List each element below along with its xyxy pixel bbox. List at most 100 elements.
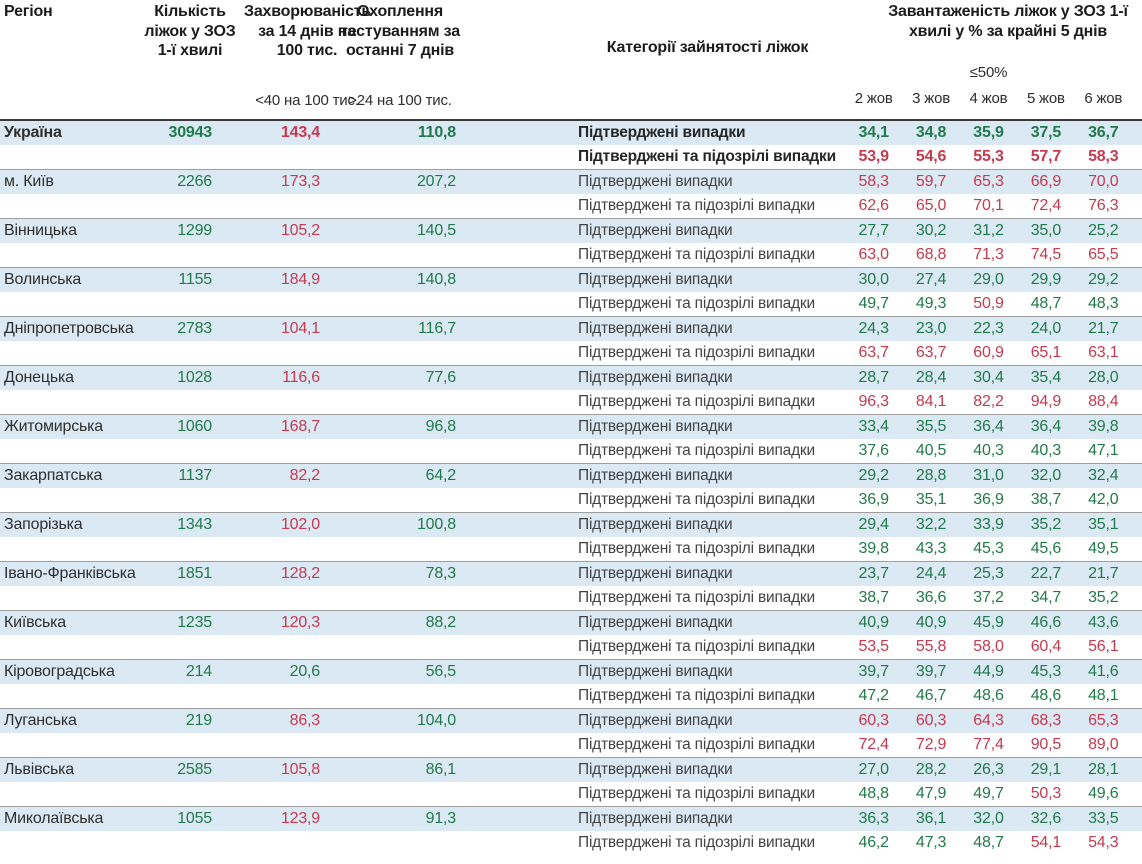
table-row-confirmed: Кіровоградська 214 20,6 56,5 Підтверджені ви… <box>0 660 1142 684</box>
occupancy-value: 89,0 <box>1088 736 1119 753</box>
beds-value: 1155 <box>178 271 212 288</box>
occupancy-value: 34,8 <box>915 124 947 141</box>
testing-value: 88,2 <box>425 614 457 631</box>
occupancy-value: 72,4 <box>1030 197 1062 214</box>
region-block: м. Київ 2266 173,3 207,2 Підтверджені випадк… <box>0 169 1142 218</box>
testing-value: 116,7 <box>418 320 456 337</box>
occupancy-value: 46,2 <box>858 834 890 851</box>
occupancy-value: 64,3 <box>973 712 1004 729</box>
occupancy-value: 60,4 <box>1030 638 1062 655</box>
occupancy-value: 40,5 <box>915 442 947 459</box>
occupancy-value: 70,0 <box>1088 173 1119 190</box>
beds-value: 30943 <box>168 124 213 141</box>
category-label: Підтверджені та підозрілі випадки <box>578 491 815 508</box>
occupancy-value: 44,9 <box>973 663 1004 680</box>
occupancy-value: 68,3 <box>1030 712 1062 729</box>
occupancy-value: 29,1 <box>1030 761 1062 778</box>
occupancy-value: 88,4 <box>1088 393 1119 410</box>
col-header-beds: Кількість ліжок у ЗОЗ 1-ї хвилі <box>144 3 236 60</box>
table-row-confirmed-suspected: Підтверджені та підозрілі випадки 53,9 54,… <box>0 145 1142 169</box>
testing-value: 100,8 <box>416 516 456 533</box>
occupancy-value: 30,4 <box>973 369 1004 386</box>
occupancy-value: 28,0 <box>1088 369 1119 386</box>
testing-value: 77,6 <box>425 369 457 386</box>
occupancy-value: 58,3 <box>1088 148 1119 165</box>
occupancy-value: 40,3 <box>1030 442 1062 459</box>
occupancy-value: 32,4 <box>1088 467 1119 484</box>
occupancy-value: 36,9 <box>973 491 1004 508</box>
region-name: м. Київ <box>4 173 54 190</box>
occupancy-value: 56,1 <box>1088 638 1119 655</box>
table-row-confirmed: Донецька 1028 116,6 77,6 Підтверджені випадк… <box>0 366 1142 390</box>
testing-value: 110,8 <box>417 124 456 141</box>
occupancy-value: 35,5 <box>915 418 947 435</box>
occupancy-value: 62,6 <box>858 197 890 214</box>
occupancy-value: 58,3 <box>858 173 890 190</box>
table-row-confirmed-suspected: Підтверджені та підозрілі випадки 48,8 47,… <box>0 782 1142 806</box>
region-block: Волинська 1155 184,9 140,8 Підтверджені випа… <box>0 267 1142 316</box>
morbidity-threshold-label: <40 на 100 тис. <box>255 92 359 109</box>
occupancy-value: 25,2 <box>1088 222 1119 239</box>
morbidity-value: 82,2 <box>289 467 321 484</box>
morbidity-value: 120,3 <box>280 614 320 631</box>
occupancy-value: 65,1 <box>1030 344 1062 361</box>
category-label: Підтверджені випадки <box>578 565 733 582</box>
occupancy-value: 22,7 <box>1030 565 1062 582</box>
beds-value: 219 <box>185 712 212 729</box>
occupancy-value: 29,9 <box>1030 271 1062 288</box>
occupancy-value: 43,6 <box>1088 614 1119 631</box>
occupancy-value: 21,7 <box>1088 565 1119 582</box>
occupancy-value: 37,6 <box>858 442 890 459</box>
occupancy-value: 42,0 <box>1088 491 1119 508</box>
region-name: Кіровоградська <box>4 663 115 680</box>
table-row-confirmed-suspected: Підтверджені та підозрілі випадки 46,2 47,… <box>0 831 1142 855</box>
occupancy-value: 35,2 <box>1088 589 1119 606</box>
testing-value: 140,8 <box>416 271 456 288</box>
category-label: Підтверджені та підозрілі випадки <box>578 393 815 410</box>
occupancy-value: 39,7 <box>858 663 890 680</box>
category-label: Підтверджені та підозрілі випадки <box>578 589 815 606</box>
occupancy-value: 27,0 <box>858 761 890 778</box>
category-label: Підтверджені випадки <box>578 124 746 141</box>
occupancy-value: 54,1 <box>1030 834 1062 851</box>
table-row-confirmed: Закарпатська 1137 82,2 64,2 Підтверджені вип… <box>0 464 1142 488</box>
occupancy-value: 63,0 <box>858 246 890 263</box>
occupancy-value: 28,1 <box>1088 761 1119 778</box>
occupancy-value: 82,2 <box>973 393 1004 410</box>
table-row-confirmed-suspected: Підтверджені та підозрілі випадки 62,6 65,… <box>0 194 1142 218</box>
table-row-confirmed-suspected: Підтверджені та підозрілі випадки 63,0 68,… <box>0 243 1142 267</box>
region-name: Житомирська <box>4 418 103 435</box>
occupancy-value: 47,9 <box>915 785 947 802</box>
table-row-confirmed: Львівська 2585 105,8 86,1 Підтверджені випад… <box>0 758 1142 782</box>
col-header-testing: Охоплення тестуванням за останні 7 днів <box>340 3 460 60</box>
date-headers: 2 жов 3 жов 4 жов 5 жов 6 жов <box>845 90 1132 107</box>
beds-value: 1055 <box>177 810 212 827</box>
table-row-confirmed: Україна 30943 143,4 110,8 Підтверджені випад… <box>0 121 1142 145</box>
region-name: Миколаївська <box>4 810 104 827</box>
occupancy-value: 28,8 <box>915 467 947 484</box>
occupancy-value: 36,4 <box>1030 418 1062 435</box>
occupancy-value: 66,9 <box>1030 173 1062 190</box>
category-label: Підтверджені та підозрілі випадки <box>578 834 815 851</box>
occupancy-value: 49,7 <box>973 785 1004 802</box>
testing-threshold-label: >24 на 100 тис. <box>348 92 452 109</box>
occupancy-value: 35,0 <box>1030 222 1062 239</box>
occupancy-value: 47,1 <box>1088 442 1119 459</box>
occupancy-value: 30,2 <box>915 222 947 239</box>
occupancy-value: 36,1 <box>915 810 947 827</box>
category-label: Підтверджені та підозрілі випадки <box>578 344 815 361</box>
category-label: Підтверджені випадки <box>578 761 733 778</box>
occupancy-value: 49,7 <box>858 295 890 312</box>
occupancy-value: 49,3 <box>915 295 947 312</box>
morbidity-value: 105,2 <box>280 222 320 239</box>
beds-value: 1851 <box>177 565 212 582</box>
region-name: Запорізька <box>4 516 83 533</box>
table-header: Регіон Кількість ліжок у ЗОЗ 1-ї хвилі З… <box>0 0 1142 121</box>
morbidity-value: 173,3 <box>280 173 320 190</box>
region-block: Луганська 219 86,3 104,0 Підтверджені випадк… <box>0 708 1142 757</box>
category-label: Підтверджені випадки <box>578 222 733 239</box>
occupancy-value: 55,3 <box>973 148 1004 165</box>
table-row-confirmed-suspected: Підтверджені та підозрілі випадки 47,2 46,… <box>0 684 1142 708</box>
occupancy-value: 36,3 <box>858 810 890 827</box>
occupancy-value: 84,1 <box>915 393 947 410</box>
